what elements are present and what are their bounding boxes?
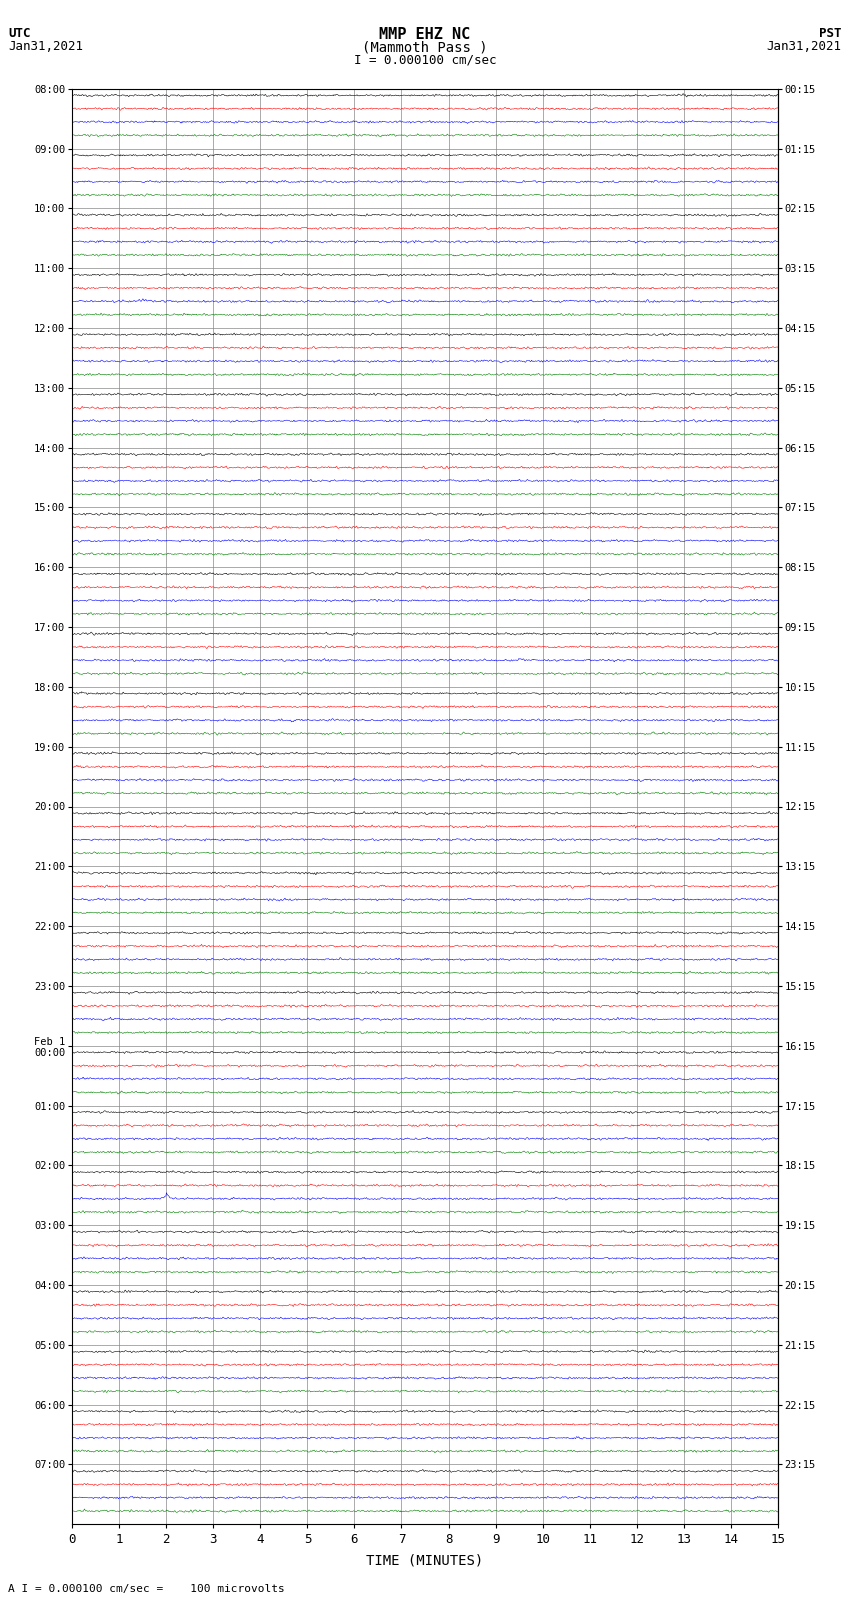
Text: A I = 0.000100 cm/sec =    100 microvolts: A I = 0.000100 cm/sec = 100 microvolts xyxy=(8,1584,286,1594)
Text: PST: PST xyxy=(819,27,842,40)
Text: I = 0.000100 cm/sec: I = 0.000100 cm/sec xyxy=(354,53,496,66)
Text: (Mammoth Pass ): (Mammoth Pass ) xyxy=(362,40,488,55)
Text: Jan31,2021: Jan31,2021 xyxy=(767,40,842,53)
Text: MMP EHZ NC: MMP EHZ NC xyxy=(379,27,471,42)
Text: UTC: UTC xyxy=(8,27,31,40)
Text: Jan31,2021: Jan31,2021 xyxy=(8,40,83,53)
X-axis label: TIME (MINUTES): TIME (MINUTES) xyxy=(366,1553,484,1568)
